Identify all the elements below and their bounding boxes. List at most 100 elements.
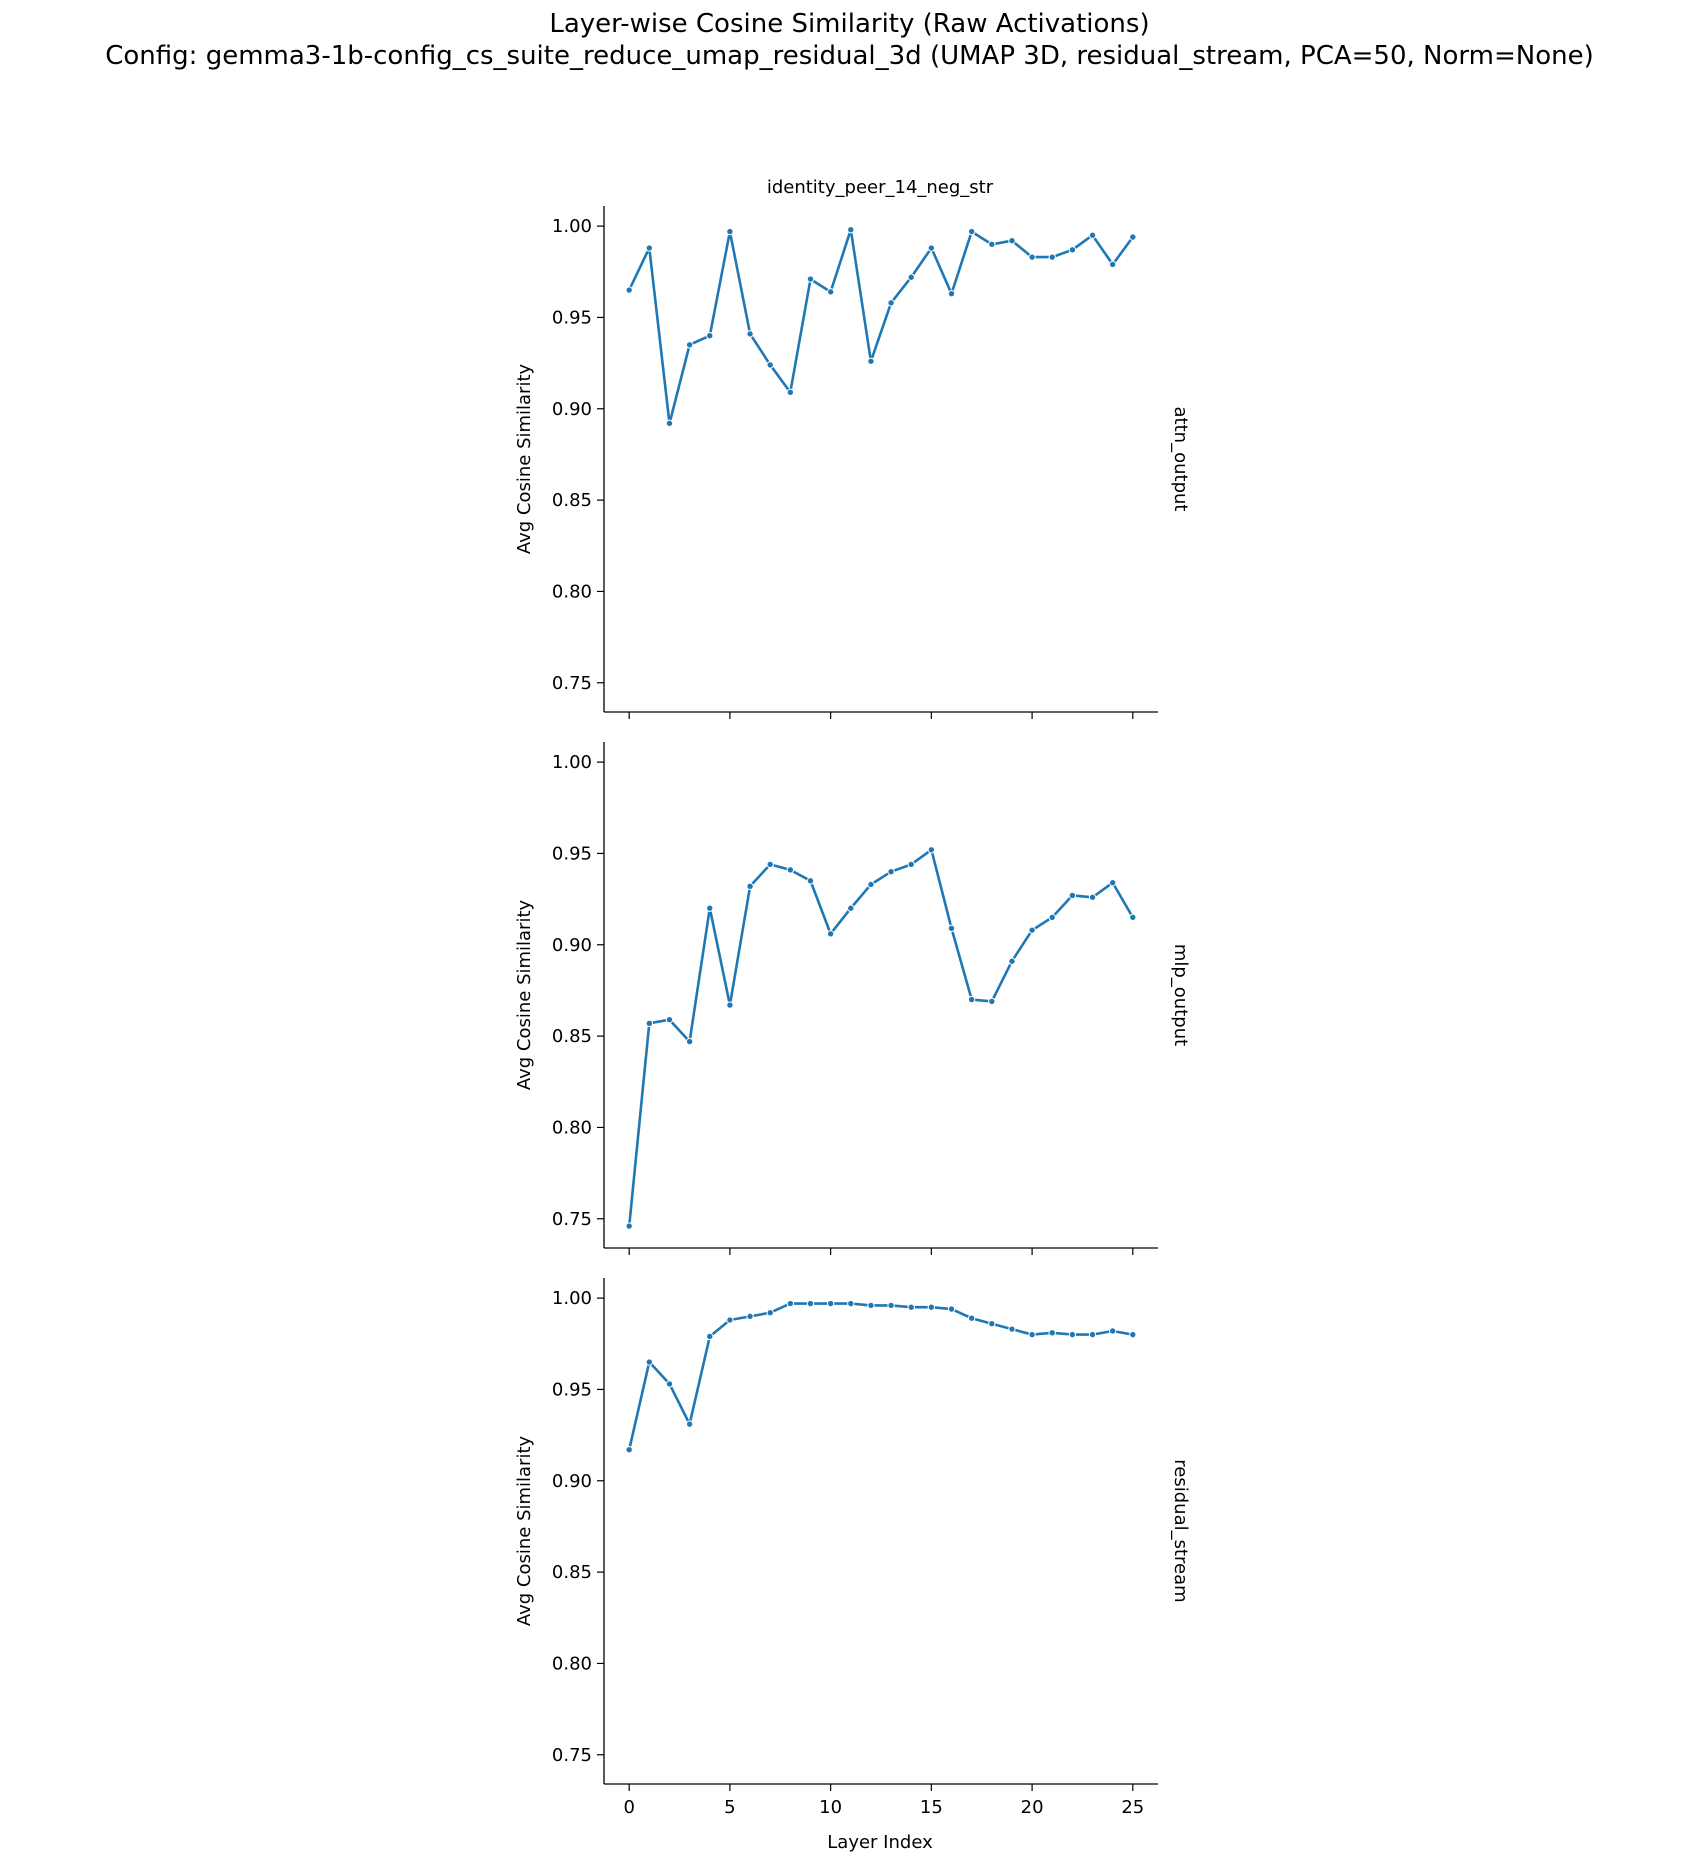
data-point <box>947 924 956 933</box>
data-point <box>947 1305 956 1313</box>
data-point <box>806 275 815 283</box>
y-tick-label: 0.90 <box>552 935 592 956</box>
panel-attn_output: 0.75 0.80 0.85 0.90 0.95 1.00 Avg Cosine Simil… <box>514 206 1191 719</box>
data-point <box>1129 913 1137 922</box>
data-point <box>867 880 875 889</box>
data-point <box>766 860 774 869</box>
data-point <box>1129 233 1137 241</box>
data-point <box>1028 926 1036 934</box>
data-point <box>685 341 694 349</box>
data-point <box>1088 231 1097 239</box>
data-point <box>988 997 996 1006</box>
data-point <box>867 357 875 365</box>
data-point <box>1108 1327 1117 1335</box>
chart-title: Layer-wise Cosine Similarity (Raw Activa… <box>549 9 1150 39</box>
data-point <box>625 286 633 294</box>
data-point <box>706 331 714 340</box>
row-label: mlp_output <box>1170 944 1191 1046</box>
data-point <box>967 1314 976 1322</box>
y-tick-label: 0.75 <box>552 1745 592 1766</box>
y-tick-label: 0.85 <box>552 1562 592 1583</box>
data-point <box>1108 878 1117 887</box>
data-point <box>1068 891 1077 900</box>
data-point <box>726 1316 734 1324</box>
data-point <box>826 288 835 296</box>
data-point <box>645 244 654 252</box>
x-tick-label: 20 <box>1021 1797 1044 1818</box>
y-tick-label: 0.95 <box>552 307 592 328</box>
y-axis-label: Avg Cosine Similarity <box>514 363 535 554</box>
series-line <box>627 848 1135 1228</box>
data-point <box>947 289 956 298</box>
y-tick-label: 0.75 <box>552 673 592 694</box>
y-axis-label: Avg Cosine Similarity <box>514 1435 535 1626</box>
data-point <box>786 1299 795 1308</box>
y-tick-label: 0.95 <box>552 1379 592 1400</box>
data-point <box>907 1303 915 1311</box>
data-point <box>1048 1329 1056 1337</box>
data-point <box>967 227 976 236</box>
data-point <box>907 860 915 869</box>
data-point <box>887 299 895 307</box>
data-point <box>1068 1330 1077 1339</box>
series-line <box>627 1302 1135 1451</box>
data-point <box>1068 246 1077 254</box>
data-point <box>847 226 855 234</box>
x-axis-label: Layer Index <box>827 1832 933 1853</box>
data-point <box>826 1299 835 1308</box>
panel-mlp_output: 0.75 0.80 0.85 0.90 0.95 1.00 Avg Cosine Simil… <box>514 742 1191 1255</box>
data-point <box>907 273 915 281</box>
data-point <box>847 1299 855 1308</box>
data-point <box>1129 1330 1137 1339</box>
data-point <box>645 1019 654 1028</box>
x-tick-label: 25 <box>1121 1797 1144 1818</box>
data-point <box>887 867 895 876</box>
data-point <box>1008 1325 1016 1333</box>
data-point <box>1008 237 1016 245</box>
data-point <box>887 1301 895 1310</box>
y-axis-label: Avg Cosine Similarity <box>514 899 535 1090</box>
data-point <box>665 1015 674 1024</box>
data-point <box>746 330 754 338</box>
data-point <box>625 1446 633 1454</box>
y-tick-label: 1.00 <box>552 752 592 773</box>
y-tick-label: 0.80 <box>552 1117 592 1138</box>
y-tick-label: 1.00 <box>552 216 592 237</box>
data-point <box>1088 1330 1097 1339</box>
data-point <box>927 846 936 854</box>
data-point <box>685 1037 694 1046</box>
series-line <box>627 228 1135 425</box>
data-point <box>766 1309 774 1317</box>
y-tick-label: 0.85 <box>552 1026 592 1047</box>
data-point <box>1028 253 1036 261</box>
row-label: residual_stream <box>1170 1459 1191 1602</box>
data-point <box>806 877 815 885</box>
data-point <box>645 1358 654 1366</box>
y-tick-label: 0.90 <box>552 1471 592 1492</box>
figure-titles: Layer-wise Cosine Similarity (Raw Activa… <box>0 8 1699 72</box>
panel-residual_stream: 0.75 0.80 0.85 0.90 0.95 1.00 0 5 10 15 20 25 Avg Co… <box>514 1278 1191 1818</box>
data-point <box>988 240 996 249</box>
data-point <box>1088 893 1097 901</box>
data-point <box>867 1301 875 1310</box>
column-title: identity_peer_14_neg_str <box>767 177 994 198</box>
data-point <box>625 1222 633 1230</box>
x-tick-label: 0 <box>623 1797 634 1818</box>
y-tick-label: 0.95 <box>552 843 592 864</box>
data-point <box>1048 253 1056 261</box>
data-point <box>706 1332 714 1341</box>
data-point <box>726 1001 734 1009</box>
y-tick-label: 0.90 <box>552 399 592 420</box>
data-point <box>847 904 855 912</box>
x-tick-label: 15 <box>920 1797 943 1818</box>
y-tick-label: 1.00 <box>552 1288 592 1309</box>
data-point <box>665 419 674 428</box>
data-point <box>806 1299 815 1308</box>
data-point <box>766 361 774 369</box>
data-point <box>1028 1330 1036 1339</box>
data-point <box>786 866 795 874</box>
data-point <box>1108 260 1117 269</box>
y-tick-label: 0.80 <box>552 1653 592 1674</box>
data-point <box>927 244 936 252</box>
